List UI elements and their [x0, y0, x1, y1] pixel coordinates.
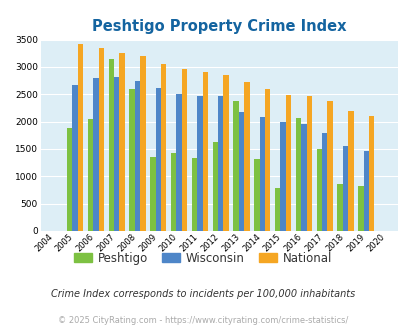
Text: © 2025 CityRating.com - https://www.cityrating.com/crime-statistics/: © 2025 CityRating.com - https://www.city…	[58, 316, 347, 325]
Bar	[150, 157, 155, 231]
Bar	[155, 88, 161, 231]
Bar	[316, 149, 321, 231]
Bar	[181, 69, 187, 231]
Legend: Peshtigo, Wisconsin, National: Peshtigo, Wisconsin, National	[69, 247, 336, 269]
Bar	[119, 53, 124, 231]
Bar	[274, 188, 280, 231]
Bar	[342, 146, 347, 231]
Bar	[280, 122, 285, 231]
Title: Peshtigo Property Crime Index: Peshtigo Property Crime Index	[92, 19, 345, 34]
Bar	[93, 78, 98, 231]
Bar	[306, 96, 311, 231]
Bar	[129, 89, 134, 231]
Bar	[285, 95, 290, 231]
Bar	[108, 59, 114, 231]
Bar	[254, 159, 259, 231]
Bar	[98, 49, 104, 231]
Bar	[114, 77, 119, 231]
Bar	[362, 151, 368, 231]
Bar	[202, 72, 207, 231]
Bar	[243, 82, 249, 231]
Bar	[264, 89, 270, 231]
Bar	[295, 118, 301, 231]
Bar	[140, 56, 145, 231]
Bar	[78, 44, 83, 231]
Bar	[321, 133, 326, 231]
Bar	[191, 158, 197, 231]
Bar	[197, 96, 202, 231]
Bar	[347, 111, 353, 231]
Bar	[326, 101, 332, 231]
Text: Crime Index corresponds to incidents per 100,000 inhabitants: Crime Index corresponds to incidents per…	[51, 289, 354, 299]
Bar	[337, 184, 342, 231]
Bar	[301, 124, 306, 231]
Bar	[161, 64, 166, 231]
Bar	[217, 96, 223, 231]
Bar	[368, 115, 373, 231]
Bar	[233, 101, 238, 231]
Bar	[238, 112, 243, 231]
Bar	[212, 142, 217, 231]
Bar	[67, 128, 72, 231]
Bar	[259, 117, 264, 231]
Bar	[87, 119, 93, 231]
Bar	[223, 75, 228, 231]
Bar	[72, 85, 78, 231]
Bar	[357, 185, 362, 231]
Bar	[171, 153, 176, 231]
Bar	[176, 94, 181, 231]
Bar	[134, 81, 140, 231]
